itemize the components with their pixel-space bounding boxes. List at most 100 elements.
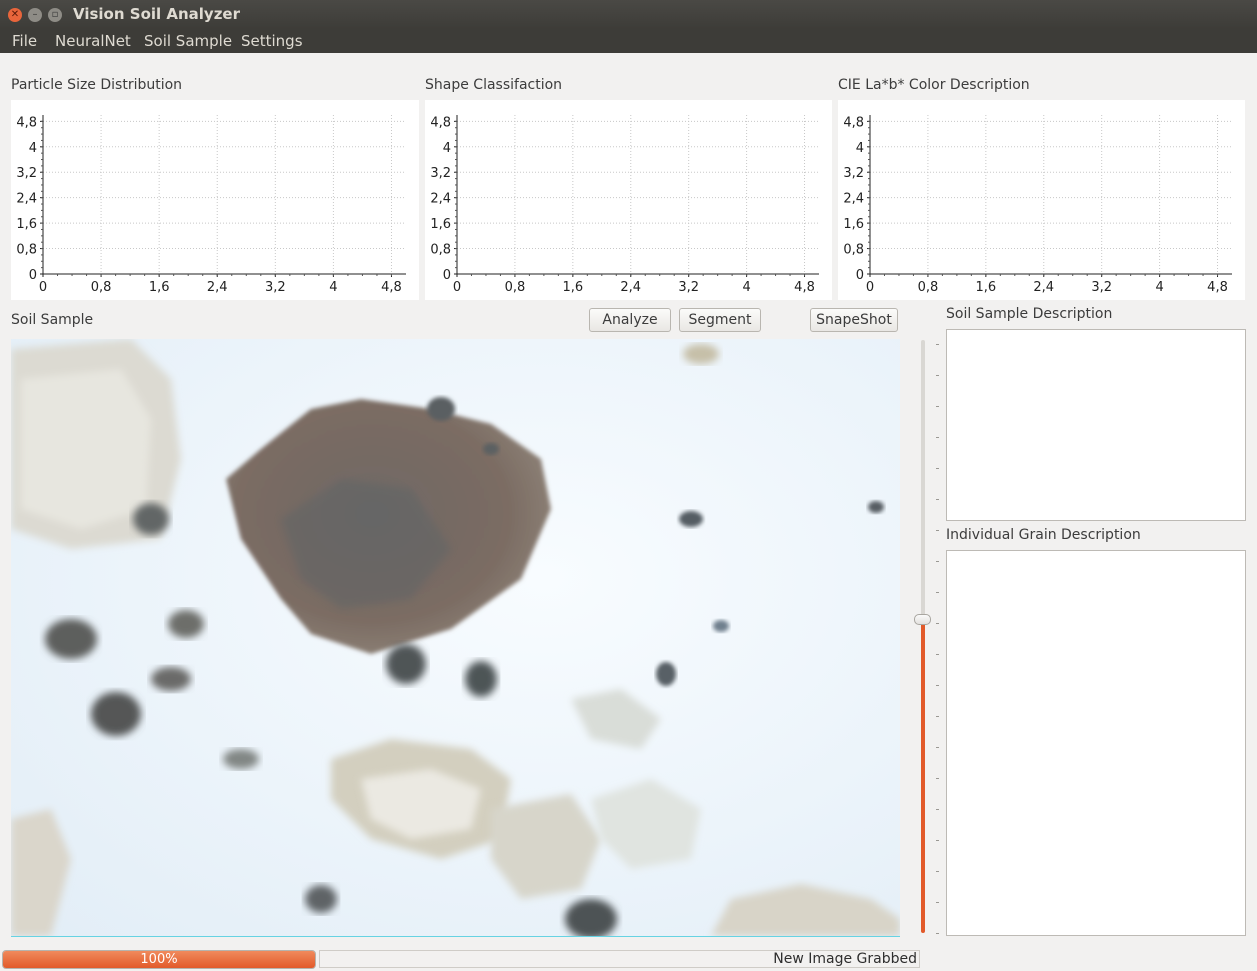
x-tick-label: 3,2 bbox=[678, 280, 699, 295]
slider-tick bbox=[936, 437, 939, 438]
y-tick-label: 1,6 bbox=[843, 217, 864, 232]
status-bar: 100% New Image Grabbed bbox=[0, 947, 1257, 971]
x-tick-label: 3,2 bbox=[1091, 280, 1112, 295]
snapshot-button[interactable]: SnapeShot bbox=[810, 308, 898, 332]
slider-tick bbox=[936, 778, 939, 779]
menu-bar: File NeuralNet Soil Sample Settings bbox=[0, 29, 1257, 53]
slider-tick bbox=[936, 933, 939, 934]
slider-tick bbox=[936, 468, 939, 469]
menu-soil-sample[interactable]: Soil Sample bbox=[144, 32, 233, 50]
window-title: Vision Soil Analyzer bbox=[73, 5, 241, 23]
progress-label: 100% bbox=[140, 952, 178, 967]
analyze-button[interactable]: Analyze bbox=[589, 308, 671, 332]
y-tick-label: 3,2 bbox=[16, 166, 37, 181]
shape-chart: 0 0,8 1,6 2,4 3,2 4 4,8 0 0,8 1,6 2,4 3,2 4 4,8 bbox=[425, 100, 832, 300]
menu-file[interactable]: File bbox=[12, 32, 38, 50]
progress-bar: 100% bbox=[2, 950, 316, 969]
color-chart-svg: 0 0,8 1,6 2,4 3,2 4 4,8 0 0,8 1,6 2,4 3,2 4 4,8 bbox=[843, 115, 1232, 295]
slider-tick bbox=[936, 344, 939, 345]
x-tick-label: 0 bbox=[866, 280, 874, 295]
y-tick-label: 2,4 bbox=[843, 192, 864, 207]
y-tick-label: 4,8 bbox=[16, 115, 37, 130]
slider-groove bbox=[921, 340, 925, 620]
sample-description-label: Soil Sample Description bbox=[946, 306, 1113, 322]
y-tick-label: 0,8 bbox=[843, 243, 864, 258]
slider-tick bbox=[936, 592, 939, 593]
color-chart-title: CIE La*b* Color Description bbox=[838, 77, 1030, 93]
x-tick-label: 0 bbox=[39, 280, 47, 295]
slider-tick bbox=[936, 623, 939, 624]
color-chart: 0 0,8 1,6 2,4 3,2 4 4,8 0 0,8 1,6 2,4 3,2 4 4,8 bbox=[838, 100, 1245, 300]
slider-tick bbox=[936, 530, 939, 531]
x-tick-label: 1,6 bbox=[562, 280, 583, 295]
x-tick-label: 4,8 bbox=[1207, 280, 1228, 295]
x-tick-label: 2,4 bbox=[620, 280, 641, 295]
particle-size-chart-svg: 0 0,8 1,6 2,4 3,2 4 4,8 0 0,8 1,6 2,4 3,2 4 4,8 bbox=[16, 115, 406, 295]
x-tick-label: 2,4 bbox=[1033, 280, 1054, 295]
y-tick-label: 3,2 bbox=[430, 166, 451, 181]
slider-tick bbox=[936, 654, 939, 655]
x-tick-label: 4,8 bbox=[794, 280, 815, 295]
title-bar: ✕ – ▫ Vision Soil Analyzer bbox=[0, 0, 1257, 29]
y-tick-label: 0 bbox=[856, 268, 864, 283]
slider-tick bbox=[936, 902, 939, 903]
x-tick-label: 4 bbox=[742, 280, 750, 295]
y-tick-label: 0 bbox=[443, 268, 451, 283]
grain-description-textbox[interactable] bbox=[946, 550, 1246, 936]
menu-settings[interactable]: Settings bbox=[241, 32, 303, 50]
status-message: New Image Grabbed bbox=[319, 950, 920, 968]
x-tick-label: 1,6 bbox=[149, 280, 170, 295]
y-tick-label: 1,6 bbox=[16, 217, 37, 232]
grain-description-label: Individual Grain Description bbox=[946, 527, 1141, 543]
x-tick-label: 0 bbox=[453, 280, 461, 295]
menu-neuralnet[interactable]: NeuralNet bbox=[55, 32, 131, 50]
slider-tick bbox=[936, 685, 939, 686]
y-tick-label: 0,8 bbox=[16, 243, 37, 258]
x-tick-label: 4 bbox=[329, 280, 337, 295]
slider-tick bbox=[936, 375, 939, 376]
y-tick-label: 2,4 bbox=[430, 192, 451, 207]
x-tick-label: 0,8 bbox=[91, 280, 112, 295]
y-tick-label: 0,8 bbox=[430, 243, 451, 258]
shape-chart-svg: 0 0,8 1,6 2,4 3,2 4 4,8 0 0,8 1,6 2,4 3,2 4 4,8 bbox=[430, 115, 819, 295]
x-tick-label: 2,4 bbox=[207, 280, 228, 295]
y-tick-label: 3,2 bbox=[843, 166, 864, 181]
x-tick-label: 0,8 bbox=[505, 280, 526, 295]
segment-button[interactable]: Segment bbox=[679, 308, 761, 332]
slider-tick bbox=[936, 716, 939, 717]
y-tick-label: 4 bbox=[856, 141, 864, 156]
x-tick-label: 3,2 bbox=[265, 280, 286, 295]
soil-sample-label: Soil Sample bbox=[11, 312, 94, 328]
y-tick-label: 4,8 bbox=[430, 115, 451, 130]
slider-tick bbox=[936, 747, 939, 748]
slider-filled-track bbox=[921, 620, 925, 933]
minimize-window-icon[interactable]: – bbox=[28, 8, 42, 22]
particle-size-chart-title: Particle Size Distribution bbox=[11, 77, 183, 93]
slider-tick bbox=[936, 809, 939, 810]
sample-description-textbox[interactable] bbox=[946, 329, 1246, 521]
slider-tick bbox=[936, 561, 939, 562]
slider-tick bbox=[936, 499, 939, 500]
shape-chart-title: Shape Classifaction bbox=[425, 77, 563, 93]
slider-tick bbox=[936, 840, 939, 841]
x-tick-label: 0,8 bbox=[918, 280, 939, 295]
slider-tick bbox=[936, 871, 939, 872]
y-tick-label: 4,8 bbox=[843, 115, 864, 130]
maximize-window-icon[interactable]: ▫ bbox=[48, 8, 62, 22]
y-tick-label: 4 bbox=[29, 141, 37, 156]
x-tick-label: 4,8 bbox=[381, 280, 402, 295]
y-tick-label: 0 bbox=[29, 268, 37, 283]
soil-grains-image bbox=[11, 339, 900, 936]
slider-handle[interactable] bbox=[914, 614, 931, 625]
y-tick-label: 1,6 bbox=[430, 217, 451, 232]
particle-size-chart: 0 0,8 1,6 2,4 3,2 4 4,8 0 0,8 1,6 2,4 3,2 4 4,8 bbox=[11, 100, 419, 300]
y-tick-label: 4 bbox=[443, 141, 451, 156]
soil-sample-image bbox=[11, 339, 900, 937]
x-tick-label: 4 bbox=[1155, 280, 1163, 295]
y-tick-label: 2,4 bbox=[16, 192, 37, 207]
slider-tick bbox=[936, 406, 939, 407]
progress-fill bbox=[3, 951, 315, 968]
close-window-icon[interactable]: ✕ bbox=[8, 8, 22, 22]
threshold-slider[interactable] bbox=[914, 340, 939, 936]
x-tick-label: 1,6 bbox=[975, 280, 996, 295]
